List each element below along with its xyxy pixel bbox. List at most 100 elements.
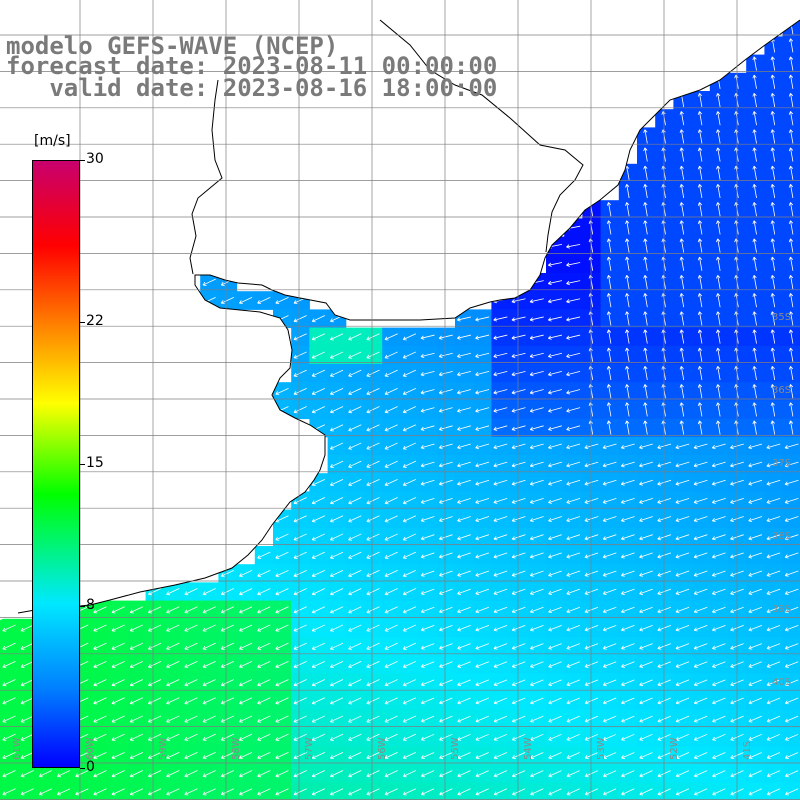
wind-arrow (548, 443, 562, 450)
wind-arrow (475, 679, 489, 687)
wind-arrow (712, 752, 726, 759)
wind-arrow (643, 420, 648, 435)
wind-arrow (475, 516, 490, 523)
wind-arrow (766, 788, 781, 796)
wind-arrow (529, 498, 544, 504)
wind-arrow (693, 606, 708, 614)
wind-arrow (38, 770, 53, 778)
wind-arrow (716, 274, 721, 290)
wind-arrow (675, 643, 690, 650)
wind-arrow (366, 333, 380, 341)
wind-arrow (784, 697, 799, 705)
wind-arrow (511, 625, 526, 632)
wind-arrow (548, 425, 562, 431)
longitude-labels: 61W 60W 59W 58W 57W 56W 55W 54W 53W 52W 41S (12, 737, 753, 760)
colorbar-tick-label: 0 (86, 759, 95, 775)
wind-arrow (475, 316, 490, 322)
wind-arrow (529, 389, 544, 395)
speed-cell (782, 291, 800, 310)
wind-arrow (2, 715, 16, 723)
wind-arrow (770, 92, 776, 108)
wind-arrow (621, 625, 635, 632)
wind-arrow (752, 202, 757, 217)
wind-arrow (402, 497, 417, 505)
wind-arrow (697, 384, 703, 399)
wind-arrow (511, 752, 526, 759)
wind-arrow (420, 715, 435, 723)
speed-cell (782, 72, 800, 92)
wind-arrow (475, 552, 490, 559)
wind-arrow (475, 443, 490, 450)
wind-arrow (770, 147, 776, 162)
wind-arrow (330, 497, 344, 505)
wind-arrow (457, 479, 471, 486)
wind-arrow (643, 384, 648, 399)
wind-arrow (788, 202, 794, 217)
wind-arrow (402, 770, 417, 778)
latitude-labels: 35S 36S 37S 38S 39S 40S (772, 312, 791, 688)
wind-arrow (184, 770, 198, 778)
wind-arrow (348, 351, 362, 359)
wind-arrow (457, 370, 471, 377)
wind-arrow (752, 329, 757, 344)
wind-arrow (475, 625, 489, 632)
wind-arrow (311, 406, 326, 414)
wind-arrow (770, 365, 776, 381)
wind-arrow (675, 661, 690, 668)
wind-arrow (716, 311, 721, 326)
wind-arrow (584, 715, 599, 723)
wind-arrow (679, 129, 685, 144)
wind-arrow (621, 606, 635, 614)
wind-arrow (366, 406, 380, 414)
wind-arrow (148, 624, 162, 632)
wind-arrow (748, 534, 763, 541)
wind-arrow (566, 733, 580, 741)
wind-arrow (330, 442, 344, 450)
wind-arrow (330, 551, 344, 559)
wind-arrow (129, 679, 144, 687)
wind-arrow (584, 443, 599, 450)
wind-arrow (625, 202, 630, 217)
wind-arrow (275, 770, 289, 778)
wind-arrow (620, 534, 635, 541)
wind-arrow (257, 624, 271, 632)
wind-arrow (402, 478, 417, 487)
wind-arrow (311, 551, 326, 559)
wind-arrow (770, 384, 776, 399)
wind-arrow (220, 606, 235, 614)
wind-arrow (697, 347, 703, 362)
wind-arrow (752, 365, 757, 381)
wind-arrow (184, 679, 198, 687)
wind-arrow (493, 733, 508, 741)
wind-arrow (439, 606, 453, 614)
wind-arrow (457, 552, 471, 559)
wind-arrow (348, 569, 362, 578)
wind-arrow (420, 606, 435, 614)
wind-arrow (475, 370, 490, 377)
wind-arrow (366, 679, 380, 687)
wind-arrow (511, 661, 526, 668)
wind-arrow (693, 461, 708, 468)
wind-arrow (625, 220, 630, 235)
wind-arrow (348, 387, 362, 396)
wind-arrow (511, 733, 526, 741)
wind-arrow (457, 606, 471, 614)
wind-arrow (620, 479, 635, 486)
speed-cell (782, 127, 800, 147)
wind-arrow (148, 733, 162, 741)
wind-arrow (643, 220, 648, 235)
wind-arrow (330, 515, 344, 523)
wind-arrow (643, 311, 648, 326)
wind-arrow (679, 238, 685, 253)
wind-arrow (166, 588, 180, 596)
wind-arrow (693, 570, 708, 577)
wind-arrow (184, 788, 198, 796)
wind-arrow (330, 624, 344, 632)
wind-arrow (475, 498, 490, 504)
wind-arrow (384, 569, 398, 578)
wind-arrow (602, 661, 617, 668)
wind-arrow (311, 660, 326, 669)
wind-arrow (530, 625, 544, 632)
wind-arrow (438, 425, 453, 431)
wind-arrow (202, 278, 216, 286)
